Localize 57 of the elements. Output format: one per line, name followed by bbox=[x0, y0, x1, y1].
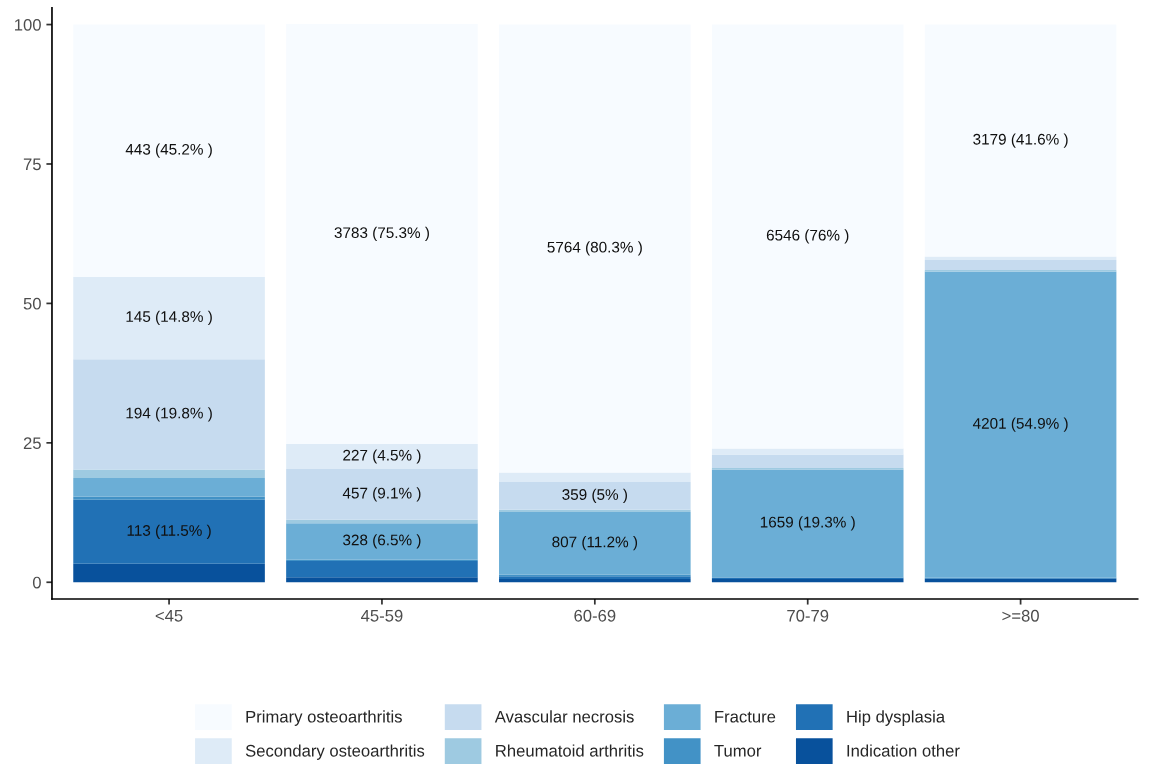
x-tick-label: 60-69 bbox=[574, 609, 616, 622]
bar bbox=[499, 511, 691, 575]
data-label: 6546 (76% ) bbox=[766, 229, 849, 244]
data-label: 4201 (54.9% ) bbox=[972, 417, 1068, 432]
bar bbox=[499, 481, 691, 510]
legend-label: Secondary osteoarthritis bbox=[245, 744, 425, 760]
y-tick-label: 100 bbox=[15, 18, 41, 31]
x-tick-label: >=80 bbox=[1002, 609, 1039, 622]
data-label: 807 (11.2% ) bbox=[552, 536, 638, 551]
bar bbox=[924, 578, 1117, 583]
legend-label: Tumor bbox=[714, 745, 762, 757]
bar bbox=[711, 469, 904, 578]
bar bbox=[286, 577, 478, 583]
bar bbox=[73, 477, 265, 497]
bar bbox=[286, 443, 478, 470]
legend-label: Hip dysplasia bbox=[847, 710, 946, 726]
legend-label: Indication other bbox=[847, 744, 960, 757]
bar bbox=[286, 519, 478, 524]
x-tick-label: 45-59 bbox=[361, 609, 403, 622]
bar bbox=[286, 469, 478, 520]
bar bbox=[73, 563, 265, 583]
legend-label: Fracture bbox=[715, 710, 776, 723]
bar bbox=[286, 561, 478, 578]
data-label: 145 (14.8% ) bbox=[126, 310, 212, 326]
y-tick-label: 0 bbox=[32, 576, 41, 589]
bar bbox=[73, 469, 265, 478]
bar bbox=[73, 496, 265, 500]
data-label: 443 (45.2% ) bbox=[125, 143, 212, 158]
data-label: 227 (4.5% ) bbox=[343, 449, 421, 464]
bar bbox=[711, 448, 904, 455]
data-label: 328 (6.5% ) bbox=[343, 534, 421, 549]
data-label: 194 (19.8% ) bbox=[126, 407, 212, 422]
bar bbox=[73, 359, 265, 470]
data-label: 5764 (80.3% ) bbox=[547, 241, 642, 256]
bar bbox=[286, 523, 478, 560]
bar bbox=[711, 578, 904, 583]
bar bbox=[711, 454, 904, 468]
data-label: 359 (5% ) bbox=[562, 488, 627, 503]
data-label: 3783 (75.3% ) bbox=[334, 226, 429, 242]
bar bbox=[924, 259, 1117, 270]
data-label: 3179 (41.6% ) bbox=[973, 133, 1068, 148]
bar bbox=[499, 509, 691, 512]
bar bbox=[499, 578, 691, 583]
x-tick-label: <45 bbox=[155, 610, 183, 622]
data-label: 113 (11.5% ) bbox=[127, 524, 211, 539]
y-tick-label: 50 bbox=[23, 297, 41, 310]
bar bbox=[499, 472, 691, 482]
legend-label: Primary osteoarthritis bbox=[246, 710, 402, 726]
data-label: 1659 (19.3% ) bbox=[760, 516, 855, 531]
bar bbox=[73, 499, 265, 564]
y-tick-label: 75 bbox=[23, 158, 41, 171]
bar bbox=[924, 271, 1117, 578]
legend-label: Rheumatoid arthritis bbox=[496, 744, 644, 757]
data-label: 457 (9.1% ) bbox=[342, 487, 421, 502]
legend-label: Avascular necrosis bbox=[494, 710, 634, 723]
y-tick-label: 25 bbox=[23, 437, 41, 450]
x-tick-label: 70-79 bbox=[787, 609, 829, 622]
